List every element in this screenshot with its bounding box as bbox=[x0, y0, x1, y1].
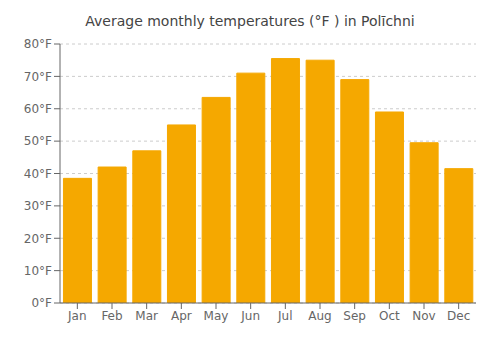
svg-text:10°F: 10°F bbox=[24, 264, 52, 278]
svg-text:Aug: Aug bbox=[308, 309, 331, 323]
html-text:Average monthly temperatures (: Average monthly temperatures (°F ) in Po… bbox=[85, 13, 415, 29]
svg-text:Nov: Nov bbox=[412, 309, 435, 323]
svg-text:Feb: Feb bbox=[101, 309, 122, 323]
svg-text:30°F: 30°F bbox=[24, 199, 52, 213]
svg-text:Oct: Oct bbox=[379, 309, 400, 323]
svg-text:Jun: Jun bbox=[240, 309, 260, 323]
svg-text:Mar: Mar bbox=[135, 309, 158, 323]
svg-text:Apr: Apr bbox=[171, 309, 192, 323]
svg-text:50°F: 50°F bbox=[24, 134, 52, 148]
svg-text:70°F: 70°F bbox=[24, 70, 52, 84]
svg-text:60°F: 60°F bbox=[24, 102, 52, 116]
svg-text:Jul: Jul bbox=[277, 309, 292, 323]
svg-text:Sep: Sep bbox=[343, 309, 366, 323]
svg-text:Jan: Jan bbox=[67, 309, 87, 323]
svg-text:80°F: 80°F bbox=[24, 37, 52, 51]
svg-text:20°F: 20°F bbox=[24, 232, 52, 246]
svg-text:May: May bbox=[204, 309, 229, 323]
svg-text:40°F: 40°F bbox=[24, 167, 52, 181]
svg-text:0°F: 0°F bbox=[31, 296, 52, 310]
svg-text:Dec: Dec bbox=[447, 309, 470, 323]
